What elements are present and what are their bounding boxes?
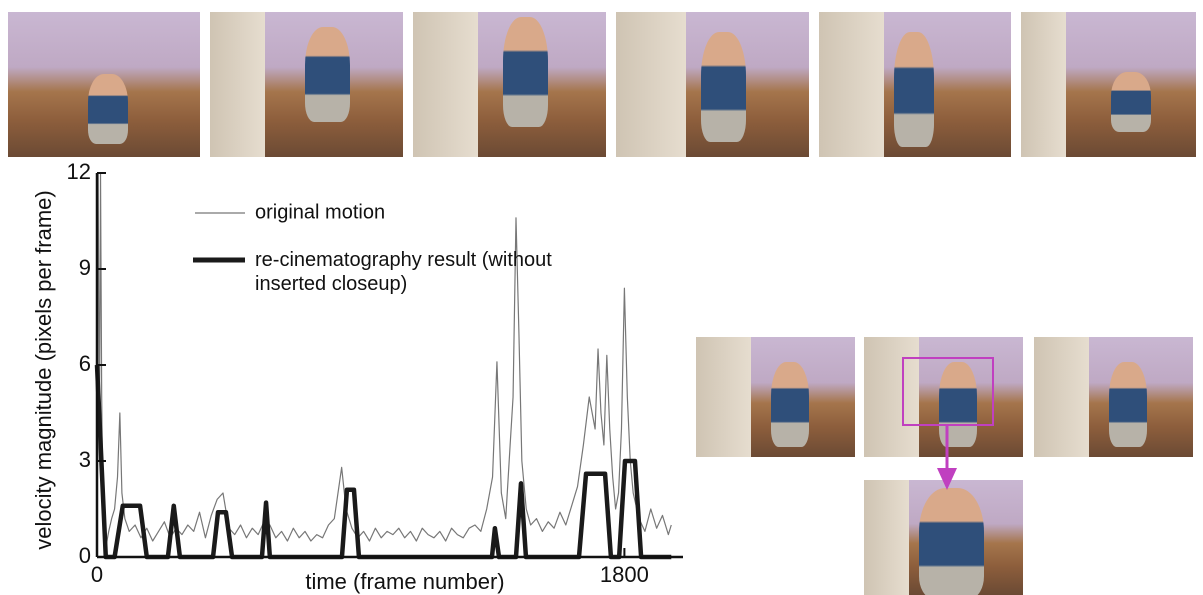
y-tick-label: 3	[79, 447, 91, 472]
series-line	[97, 365, 671, 557]
y-axis-label: velocity magnitude (pixels per frame)	[31, 190, 56, 549]
y-tick-label: 12	[67, 159, 91, 184]
y-tick-label: 6	[79, 351, 91, 376]
closeup-region	[903, 358, 993, 425]
x-tick-label: 0	[91, 562, 103, 587]
chart: time (frame number) velocity magnitude (…	[0, 0, 1203, 595]
legend-label: re-cinematography result (without insert…	[255, 248, 555, 296]
y-tick-label: 0	[79, 543, 91, 568]
arrow-head	[937, 468, 957, 490]
x-axis-label: time (frame number)	[305, 569, 504, 594]
legend-label: original motion	[255, 201, 385, 223]
x-tick-label: 1800	[600, 562, 649, 587]
y-tick-label: 9	[79, 255, 91, 280]
figure: time (frame number) velocity magnitude (…	[0, 0, 1203, 595]
